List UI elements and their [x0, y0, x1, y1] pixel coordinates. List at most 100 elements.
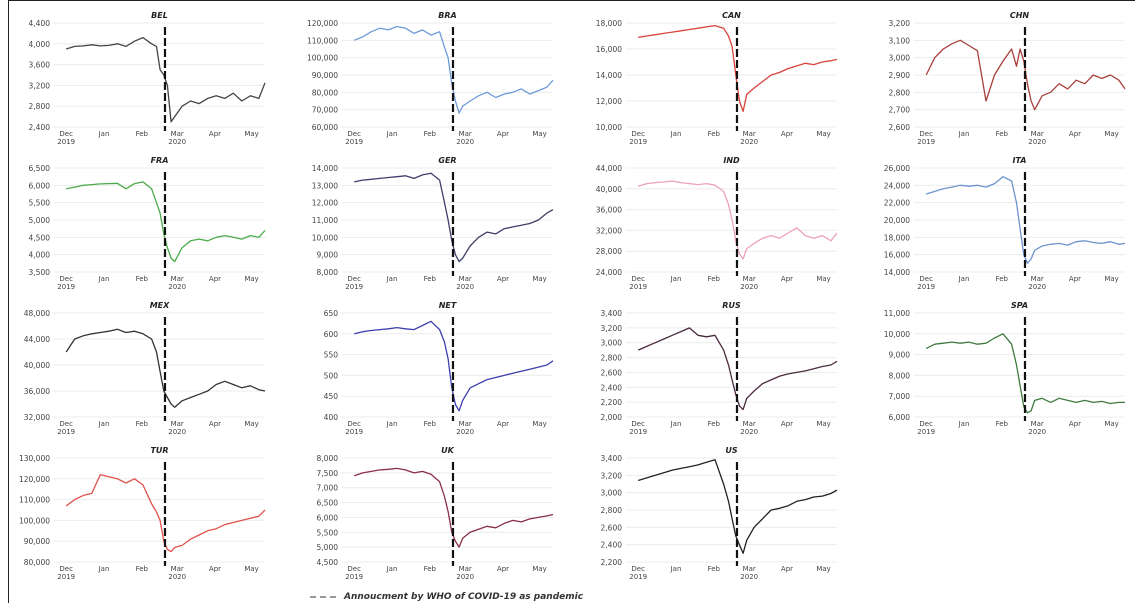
panel-title-fra: FRA: [151, 156, 169, 165]
x-year-label-can: 2019: [629, 138, 647, 146]
y-tick-label-ger: 11,000: [312, 216, 338, 225]
panel-spa: SPA6,0007,0008,0009,00010,00011,000Dec20…: [884, 301, 1125, 436]
panel-rus: RUS 2,000 2,200 2,400 2,600 2,800 3,000 3,200 3,…: [601, 301, 838, 436]
x-year-label-mex: 2019: [57, 428, 75, 436]
y-tick-label-us: 2,600: [601, 523, 623, 532]
x-tick-label-chn: Apr: [1069, 130, 1081, 138]
y-tick-label-ger: 12,000: [312, 199, 338, 208]
x-tick-label-spa: Jan: [958, 420, 970, 428]
x-tick-label-bel: Dec: [59, 130, 73, 138]
panel-title-tur: TUR: [150, 446, 168, 455]
y-tick-label-mex: 36,000: [24, 387, 50, 396]
y-tick-label-uk: 5,000: [317, 543, 339, 552]
panel-title-chn: CHN: [1010, 11, 1030, 20]
x-tick-label-bra: Dec: [347, 130, 361, 138]
y-tick-label-fra: 4,000: [29, 251, 51, 260]
y-tick-label-rus: 2,000: [601, 413, 623, 422]
series-line-uk: [353, 467, 554, 548]
y-tick-label-net: 600: [324, 330, 339, 339]
y-tick-label-chn: 3,000: [889, 54, 911, 63]
x-year-label-ger: 2019: [345, 283, 363, 291]
y-tick-label-bra: 60,000: [312, 123, 338, 132]
y-tick-label-chn: 2,800: [889, 88, 911, 97]
x-tick-label-bra: Jan: [386, 130, 398, 138]
y-tick-label-ita: 14,000: [884, 268, 910, 277]
x-year-label-tur: 2019: [57, 573, 75, 581]
x-year-label-net: 2019: [345, 428, 363, 436]
x-year-label-bel: 2020: [168, 138, 186, 146]
panel-ind: IND 24,000 28,000 32,000 36,000 40,000 44,000 D…: [596, 156, 838, 291]
y-tick-label-bel: 2,800: [29, 102, 51, 111]
series-line-ind: [638, 180, 838, 260]
x-tick-label-bel: Feb: [136, 130, 149, 138]
x-year-label-us: 2020: [740, 573, 758, 581]
y-tick-label-tur: 130,000: [19, 454, 50, 463]
x-tick-label-rus: Dec: [631, 420, 645, 428]
x-tick-label-spa: Feb: [996, 420, 1009, 428]
x-tick-label-tur: Dec: [59, 565, 73, 573]
x-tick-label-ita: Apr: [1069, 275, 1081, 283]
y-tick-label-us: 2,800: [601, 506, 623, 515]
y-tick-label-fra: 4,500: [29, 233, 51, 242]
legend-swatch-dashed-line: [310, 596, 336, 598]
x-tick-label-net: Mar: [459, 420, 472, 428]
series-line-ita: [926, 176, 1126, 264]
y-tick-label-uk: 7,500: [317, 469, 339, 478]
y-tick-label-uk: 6,000: [317, 513, 339, 522]
y-tick-label-bel: 2,400: [29, 123, 51, 132]
y-tick-label-tur: 110,000: [19, 496, 50, 505]
y-tick-label-ind: 44,000: [596, 164, 622, 173]
y-tick-label-bra: 90,000: [312, 71, 338, 80]
x-tick-label-us: Feb: [708, 565, 721, 573]
x-tick-label-spa: Apr: [1069, 420, 1081, 428]
x-tick-label-fra: Dec: [59, 275, 73, 283]
panel-title-ger: GER: [438, 156, 456, 165]
y-tick-label-rus: 3,000: [601, 339, 623, 348]
x-year-label-ind: 2019: [629, 283, 647, 291]
x-tick-label-us: Apr: [781, 565, 793, 573]
y-tick-label-net: 650: [324, 309, 339, 318]
x-tick-label-ger: Dec: [347, 275, 361, 283]
x-tick-label-fra: May: [244, 275, 258, 283]
x-tick-label-tur: Apr: [209, 565, 221, 573]
y-tick-label-tur: 120,000: [19, 475, 50, 484]
y-tick-label-ind: 28,000: [596, 247, 622, 256]
panel-mex: MEX 32,000 36,000 40,000 44,000 48,000 Dec2019…: [24, 301, 266, 436]
x-year-label-ind: 2020: [740, 283, 758, 291]
y-tick-label-us: 3,400: [601, 454, 623, 463]
x-tick-label-fra: Mar: [171, 275, 184, 283]
x-tick-label-can: Dec: [631, 130, 645, 138]
panel-bra: BRA 60,000 70,000 80,000 90,000 100,000 110,00…: [307, 11, 554, 146]
x-tick-label-tur: Mar: [171, 565, 184, 573]
x-tick-label-spa: Mar: [1031, 420, 1044, 428]
y-tick-label-tur: 80,000: [24, 558, 50, 567]
x-tick-label-can: Feb: [708, 130, 721, 138]
y-tick-label-mex: 32,000: [24, 413, 50, 422]
x-tick-label-fra: Feb: [136, 275, 149, 283]
x-tick-label-ger: Mar: [459, 275, 472, 283]
x-year-label-uk: 2020: [456, 573, 474, 581]
x-tick-label-net: Apr: [497, 420, 509, 428]
y-tick-label-ita: 16,000: [884, 251, 910, 260]
y-tick-label-uk: 7,000: [317, 484, 339, 493]
x-year-label-bel: 2019: [57, 138, 75, 146]
panel-tur: TUR 80,000 90,000 100,000 110,000 120,000 130,…: [19, 446, 266, 581]
x-tick-label-mex: Dec: [59, 420, 73, 428]
y-tick-label-bel: 3,200: [29, 81, 51, 90]
y-tick-label-fra: 5,500: [29, 199, 51, 208]
x-year-label-bra: 2019: [345, 138, 363, 146]
x-year-label-bra: 2020: [456, 138, 474, 146]
y-tick-label-us: 2,200: [601, 558, 623, 567]
x-tick-label-chn: May: [1104, 130, 1118, 138]
y-tick-label-spa: 11,000: [884, 309, 910, 318]
x-tick-label-net: Feb: [424, 420, 437, 428]
x-year-label-net: 2020: [456, 428, 474, 436]
y-tick-label-bel: 4,400: [29, 19, 51, 28]
x-year-label-ita: 2019: [917, 283, 935, 291]
x-tick-label-bra: May: [532, 130, 546, 138]
panel-title-rus: RUS: [722, 301, 741, 310]
y-tick-label-tur: 100,000: [19, 516, 50, 525]
y-tick-label-ita: 22,000: [884, 199, 910, 208]
panel-chn: CHN 2,600 2,700 2,800 2,900 3,000 3,100 3,200 De…: [889, 11, 1126, 146]
y-tick-label-can: 14,000: [596, 71, 622, 80]
